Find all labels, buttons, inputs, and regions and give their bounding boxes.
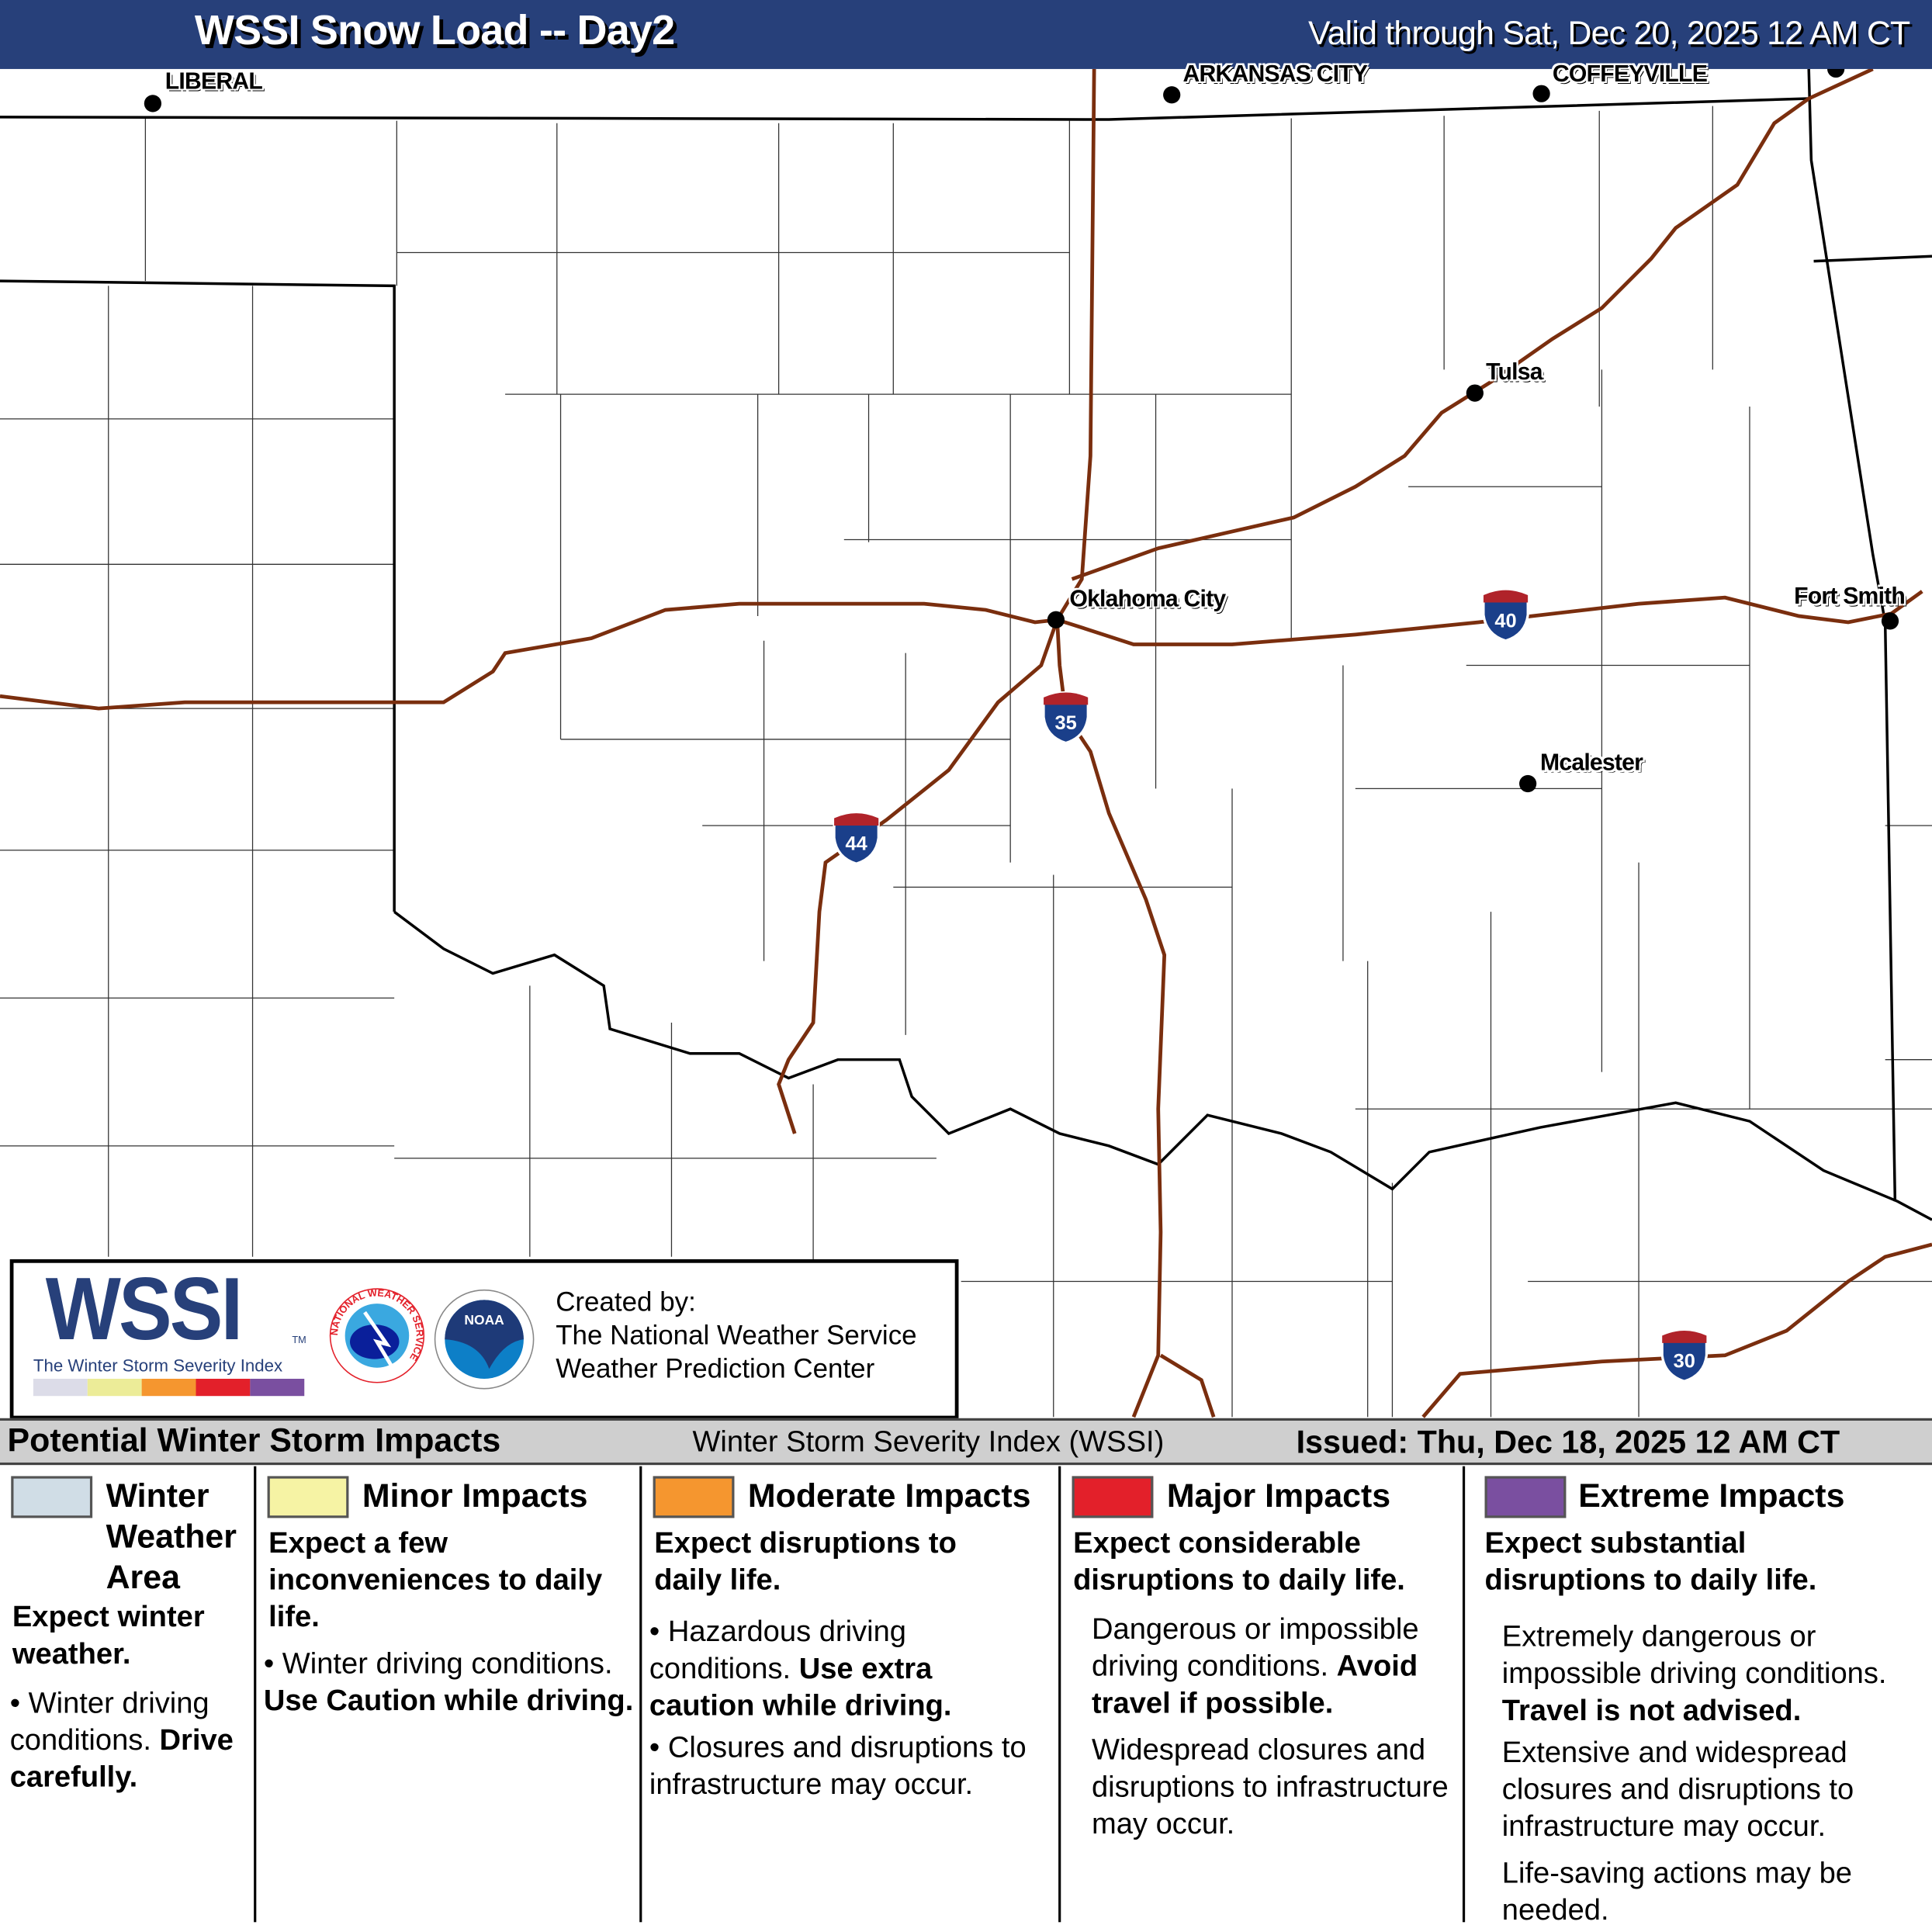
nws-logo-icon: NATIONAL WEATHER SERVICE	[329, 1287, 425, 1383]
city-label-tulsa: Tulsa	[1486, 359, 1542, 386]
city-label-liberal: LIBERAL	[164, 68, 263, 95]
legend-text: Extremely dangerous or impossible drivin…	[1501, 1620, 1887, 1728]
map-title: WSSI Snow Load -- Day2	[194, 7, 675, 54]
legend-title: Potential Winter Storm Impacts	[7, 1421, 501, 1459]
interstate-44	[777, 67, 1874, 1134]
legend-minor: Minor Impacts Expect a few inconvenience…	[256, 1466, 638, 1925]
svg-text:40: 40	[1494, 610, 1516, 632]
legend-lead: Expect disruptions to daily life.	[654, 1526, 957, 1598]
divider	[639, 1466, 642, 1923]
interstate-shield-44: 44	[833, 812, 880, 865]
city-label-coffeyville: COFFEYVILLE	[1552, 61, 1708, 88]
legend-lead: Expect substantial disruptions to daily …	[1484, 1526, 1817, 1598]
legend-index-name: Winter Storm Severity Index (WSSI)	[692, 1425, 1165, 1459]
county-lines	[0, 106, 1932, 1418]
wssi-logo: WSSI	[45, 1260, 243, 1359]
interstate-shield-30: 30	[1660, 1329, 1708, 1383]
city-label-arkansas-city: ARKANSAS CITY	[1182, 61, 1368, 88]
swatch-moderate	[653, 1476, 735, 1518]
city-dot	[1881, 612, 1899, 630]
city-label-fort-smith: Fort Smith	[1794, 583, 1906, 611]
interstate-40	[0, 590, 1923, 711]
swatch-winter	[11, 1476, 93, 1518]
scale-swatch	[250, 1378, 305, 1397]
wssi-subtitle: The Winter Storm Severity Index	[33, 1355, 283, 1376]
credits: Created by: The National Weather Service…	[556, 1285, 916, 1385]
city-label-oklahoma-city: Oklahoma City	[1069, 586, 1226, 613]
interstate-30	[1421, 1242, 1932, 1418]
divider	[254, 1466, 257, 1923]
header: WSSI Snow Load -- Day2 Valid through Sat…	[0, 0, 1932, 69]
city-dot	[1163, 86, 1181, 104]
logo-box: WSSI TM The Winter Storm Severity Index …	[9, 1259, 959, 1420]
noaa-logo-icon: NOAA	[434, 1289, 535, 1390]
legend-text: • Hazardous driving conditions. Use extr…	[649, 1615, 952, 1723]
legend-major: Major Impacts Expect considerable disrup…	[1061, 1466, 1463, 1925]
city-dot	[144, 95, 162, 113]
legend-moderate: Moderate Impacts Expect disruptions to d…	[642, 1466, 1058, 1925]
legend-extreme: Extreme Impacts Expect substantial disru…	[1465, 1466, 1932, 1927]
trademark: TM	[292, 1334, 306, 1346]
legend-text: Life-saving actions may be needed.	[1501, 1857, 1853, 1927]
legend-text: Dangerous or impossible driving conditio…	[1091, 1612, 1419, 1720]
legend-lead: Expect considerable disruptions to daily…	[1073, 1526, 1405, 1598]
legend-title-bar: Potential Winter Storm Impacts Winter St…	[0, 1418, 1932, 1466]
swatch-major	[1072, 1476, 1154, 1518]
interstate-shield-40: 40	[1482, 589, 1529, 642]
city-label-mcalester: Mcalester	[1540, 750, 1643, 777]
divider	[1058, 1466, 1061, 1923]
legend-text: • Winter driving conditions. Use Caution…	[263, 1647, 634, 1718]
legend-lead: Expect winter weather.	[12, 1600, 205, 1671]
valid-time: Valid through Sat, Dec 20, 2025 12 AM CT	[1307, 15, 1910, 52]
scale-swatch	[196, 1378, 251, 1397]
city-dot	[1466, 384, 1484, 402]
credit-line: Created by:	[556, 1286, 696, 1317]
city-dot	[1532, 85, 1550, 102]
legend-winter-weather-area: Winter Weather Area Expect winter weather.…	[0, 1466, 254, 1925]
interstate-35	[1055, 68, 1216, 1418]
city-dot	[1519, 774, 1537, 793]
credit-line: Weather Prediction Center	[556, 1352, 875, 1384]
legend-title: Minor Impacts	[362, 1477, 588, 1515]
state-borders	[0, 68, 1932, 1221]
interstates	[0, 67, 1932, 1418]
legend-text: • Closures and disruptions to infrastruc…	[649, 1731, 1027, 1802]
legend-lead: Expect a few inconveniences to daily lif…	[268, 1526, 603, 1634]
legend-text: Widespread closures and disruptions to i…	[1091, 1733, 1449, 1841]
scale-swatch	[141, 1378, 196, 1397]
interstate-shield-35: 35	[1042, 691, 1089, 745]
legend-text: Extensive and widespread closures and di…	[1501, 1736, 1854, 1844]
credit-line: The National Weather Service	[556, 1319, 917, 1351]
divider	[1462, 1466, 1466, 1923]
svg-text:35: 35	[1055, 712, 1077, 734]
svg-text:44: 44	[846, 833, 867, 855]
city-dot	[1047, 611, 1065, 628]
legend-title: Moderate Impacts	[747, 1477, 1031, 1515]
svg-text:NOAA: NOAA	[464, 1312, 504, 1328]
legend-title: Winter Weather Area	[106, 1477, 237, 1596]
scale-swatch	[33, 1378, 88, 1397]
issued-time: Issued: Thu, Dec 18, 2025 12 AM CT	[1296, 1423, 1840, 1460]
legend-title: Major Impacts	[1166, 1477, 1391, 1515]
swatch-minor	[267, 1476, 349, 1518]
legend-title: Extreme Impacts	[1578, 1477, 1845, 1515]
swatch-extreme	[1484, 1476, 1567, 1518]
legend-text: • Winter driving conditions. Drive caref…	[9, 1686, 234, 1795]
scale-swatch	[87, 1378, 142, 1397]
svg-text:30: 30	[1674, 1351, 1695, 1373]
